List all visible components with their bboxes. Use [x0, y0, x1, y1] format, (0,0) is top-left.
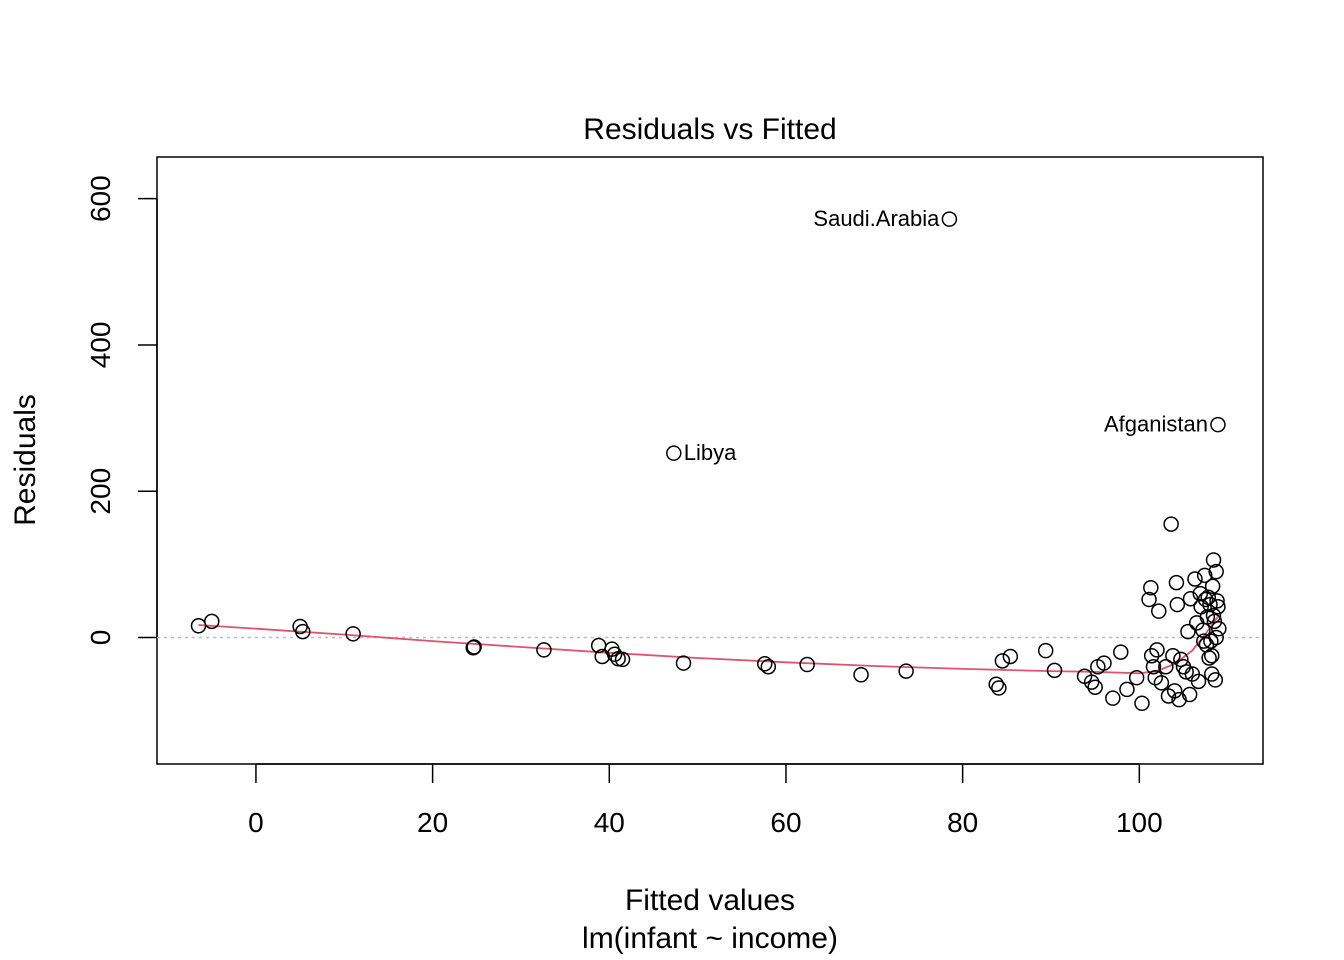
data-point — [1119, 681, 1135, 698]
data-point — [1143, 580, 1159, 596]
data-point — [1207, 672, 1224, 688]
data-point — [204, 613, 220, 630]
data-point — [1209, 593, 1225, 609]
data-point — [757, 656, 773, 672]
data-point — [1196, 567, 1213, 584]
data-point — [666, 445, 682, 461]
data-point — [536, 642, 552, 658]
data-point — [1113, 644, 1129, 660]
x-axis-title: Fitted values — [625, 884, 795, 917]
data-point — [295, 623, 311, 640]
y-axis: 0 200 400 600 — [85, 175, 158, 646]
x-axis-subtitle: lm(infant ~ income) — [582, 922, 838, 955]
x-tick-label: 20 — [417, 807, 448, 838]
data-point — [898, 663, 914, 679]
data-point — [1163, 516, 1179, 532]
data-point — [675, 655, 692, 671]
data-point — [1083, 674, 1100, 690]
data-point — [988, 676, 1004, 693]
data-point — [799, 656, 815, 673]
data-point — [594, 648, 610, 665]
data-point — [1205, 607, 1222, 624]
data-point — [1166, 683, 1183, 699]
data-point — [1143, 648, 1160, 664]
x-tick-label: 0 — [248, 807, 264, 838]
smooth-trend-line — [198, 614, 1220, 675]
data-point — [1208, 563, 1224, 580]
data-point — [1204, 578, 1221, 595]
data-point — [1201, 650, 1217, 666]
data-point — [991, 680, 1007, 696]
data-point — [1210, 599, 1226, 615]
data-point — [1145, 658, 1162, 675]
data-point — [1096, 655, 1112, 671]
data-point — [1002, 648, 1019, 665]
data-point — [614, 651, 631, 668]
data-point — [1204, 648, 1220, 664]
data-point — [1087, 679, 1103, 695]
y-tick-label: 200 — [85, 468, 116, 515]
x-tick-label: 80 — [947, 807, 978, 838]
x-tick-label: 100 — [1116, 807, 1163, 838]
data-point — [1187, 571, 1203, 587]
data-point — [1178, 664, 1194, 680]
data-point — [1151, 603, 1167, 619]
data-point — [994, 653, 1011, 669]
data-point — [1192, 585, 1209, 602]
data-point — [1141, 591, 1157, 608]
data-point — [1198, 637, 1215, 653]
data-point — [1168, 574, 1185, 591]
residual-points — [190, 211, 1227, 712]
data-point — [1208, 629, 1224, 646]
data-point — [1206, 613, 1223, 630]
data-point — [1210, 416, 1226, 433]
data-point — [1180, 623, 1196, 640]
data-point — [1158, 658, 1174, 675]
x-tick-label: 60 — [770, 807, 801, 838]
data-point — [941, 211, 958, 227]
data-point — [345, 626, 361, 642]
data-point — [1211, 620, 1227, 637]
data-point — [466, 639, 482, 655]
data-point — [1165, 648, 1181, 664]
data-point — [1169, 596, 1186, 613]
data-point — [1149, 642, 1165, 658]
data-point — [1190, 673, 1207, 690]
data-point — [1128, 669, 1145, 686]
point-label: Libya — [684, 440, 737, 465]
data-point — [1037, 642, 1054, 659]
y-tick-label: 400 — [85, 322, 116, 369]
data-point — [1197, 591, 1214, 608]
data-point — [1105, 690, 1121, 706]
data-point — [760, 658, 777, 675]
data-point — [853, 667, 869, 683]
data-point — [1182, 590, 1199, 607]
data-point — [1153, 675, 1170, 691]
data-point — [1202, 596, 1218, 613]
data-point — [1205, 552, 1222, 568]
data-point — [1181, 686, 1198, 703]
data-point — [1134, 695, 1150, 712]
x-axis: 0 20 40 60 80 100 — [248, 763, 1163, 838]
x-tick-label: 40 — [594, 807, 625, 838]
data-point — [1200, 589, 1216, 606]
data-point — [606, 646, 623, 663]
data-point — [1046, 662, 1063, 679]
y-axis-title: Residuals — [9, 394, 42, 526]
y-tick-label: 0 — [85, 630, 116, 646]
point-label: Afganistan — [1104, 412, 1208, 437]
point-label: Saudi.Arabia — [813, 206, 940, 231]
point-labels: Saudi.Arabia Afganistan Libya — [684, 206, 1208, 465]
chart-title: Residuals vs Fitted — [583, 113, 836, 146]
y-tick-label: 600 — [85, 175, 116, 222]
